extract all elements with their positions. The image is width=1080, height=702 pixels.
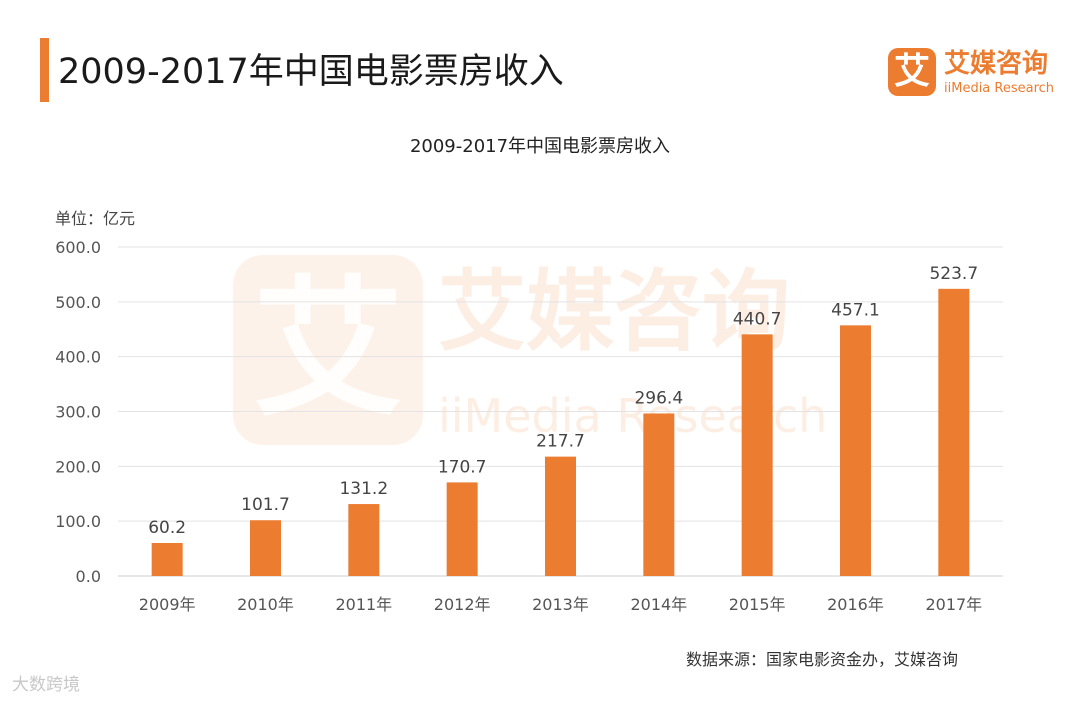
data-label: 523.7 [929, 264, 978, 284]
bar [446, 482, 478, 576]
y-tick-label: 600.0 [55, 238, 101, 257]
title-accent-bar [40, 38, 49, 102]
unit-label: 单位：亿元 [55, 209, 136, 228]
y-tick-label: 500.0 [55, 293, 101, 312]
data-label: 60.2 [148, 518, 186, 538]
brand-name-cn: 艾媒咨询 [944, 49, 1049, 79]
x-tick-label: 2016年 [827, 595, 884, 614]
x-tick-label: 2009年 [139, 595, 196, 614]
bar [545, 456, 576, 576]
x-tick-label: 2017年 [925, 595, 982, 614]
data-label: 296.4 [634, 388, 683, 408]
data-label: 101.7 [241, 495, 290, 515]
page-title: 2009-2017年中国电影票房收入 [58, 52, 564, 92]
y-tick-label: 0.0 [76, 567, 101, 586]
bar [250, 520, 281, 576]
y-tick-label: 100.0 [55, 512, 101, 531]
x-tick-label: 2012年 [434, 595, 491, 614]
y-tick-label: 200.0 [55, 457, 101, 476]
corner-watermark: 大数跨境 [12, 675, 80, 695]
bar [151, 542, 183, 576]
brand-logo: 艾 艾媒咨询 iiMedia Research [888, 48, 1063, 100]
chart-title: 2009-2017年中国电影票房收入 [409, 136, 671, 157]
y-tick-label: 400.0 [55, 348, 101, 367]
brand-mark-icon: 艾 [888, 48, 936, 96]
data-label: 217.7 [536, 432, 585, 452]
y-tick-label: 300.0 [55, 403, 101, 422]
x-tick-label: 2011年 [335, 595, 392, 614]
brand-name-en: iiMedia Research [944, 81, 1055, 96]
data-label: 131.2 [339, 479, 388, 499]
watermark-logo-mark: 艾 [233, 255, 423, 445]
x-tick-label: 2013年 [532, 595, 589, 614]
x-tick-label: 2015年 [729, 595, 786, 614]
bar [348, 504, 380, 576]
data-label: 457.1 [831, 300, 880, 320]
data-source: 数据来源：国家电影资金办，艾媒咨询 [686, 650, 959, 669]
x-tick-label: 2010年 [237, 595, 294, 614]
bar [938, 288, 970, 576]
watermark-brand-cn: 艾媒咨询 [438, 260, 791, 363]
data-label: 170.7 [438, 457, 487, 477]
bar [840, 325, 871, 576]
bar [741, 334, 773, 576]
bar [643, 413, 675, 576]
x-tick-label: 2014年 [630, 595, 687, 614]
data-label: 440.7 [733, 309, 782, 329]
